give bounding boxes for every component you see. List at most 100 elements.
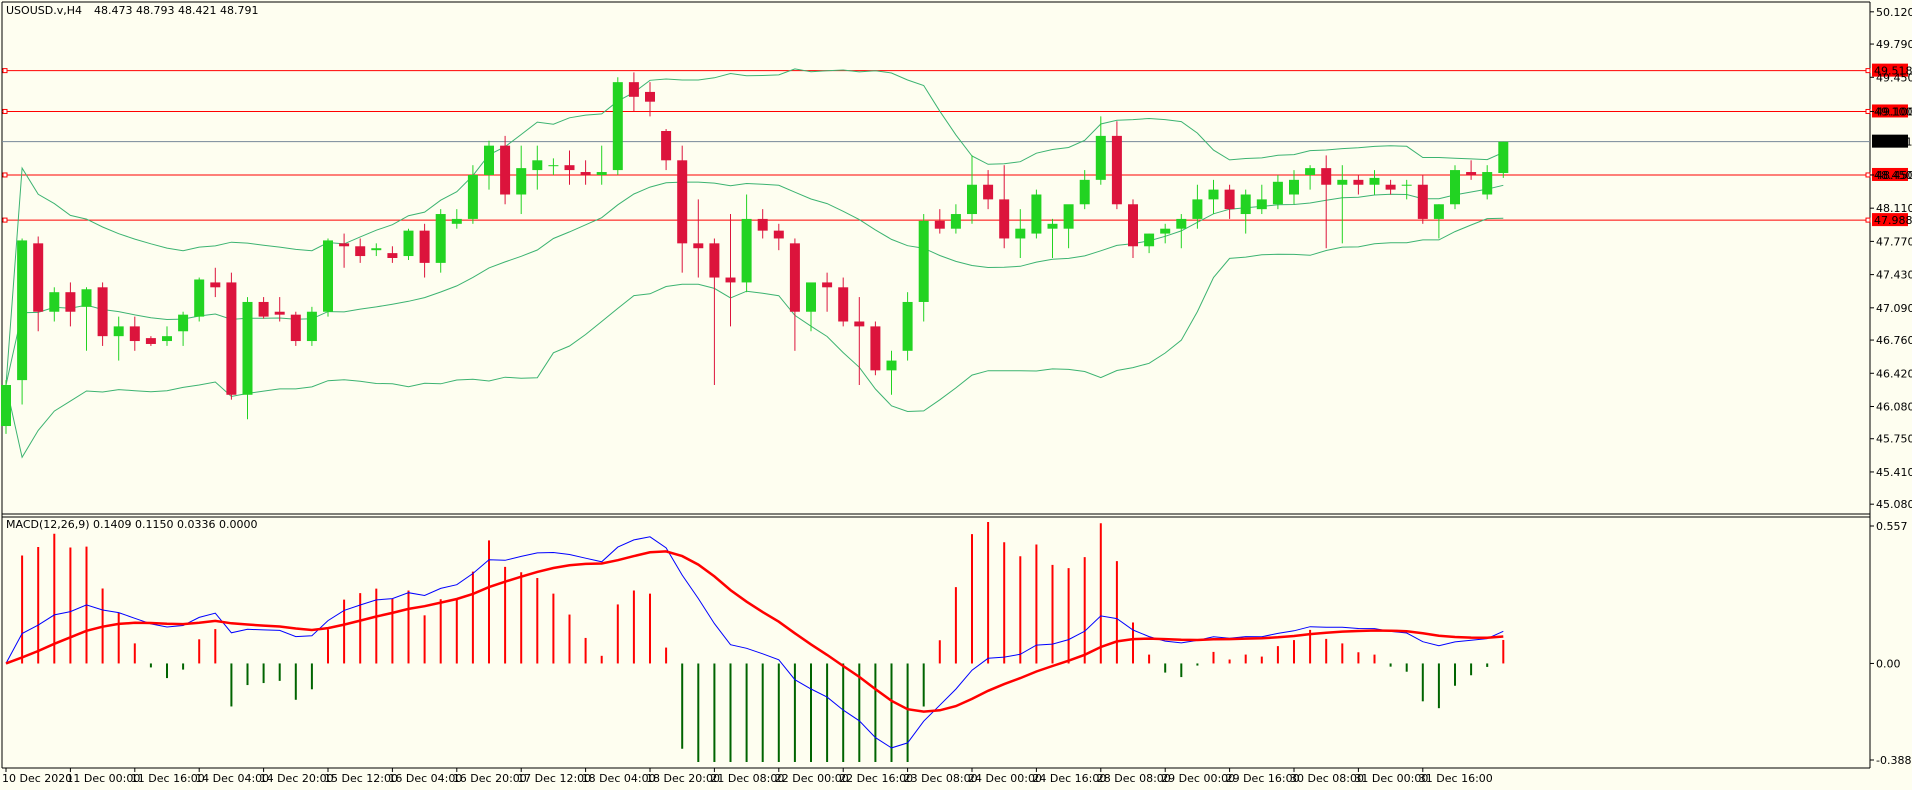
bull-candle	[1015, 209, 1026, 258]
bull-candle	[548, 158, 559, 175]
bear-candle	[677, 145, 688, 273]
bear-candle	[693, 199, 704, 278]
time-tick-label: 14 Dec 20:00	[260, 772, 334, 785]
bear-candle	[290, 311, 301, 346]
time-tick-label: 30 Dec 08:00	[1290, 772, 1364, 785]
candle-body	[194, 279, 205, 317]
bull-candle	[902, 292, 913, 361]
candle-body	[1256, 199, 1267, 210]
candle-body	[773, 230, 784, 239]
candle-body	[1353, 179, 1364, 185]
bear-candle	[387, 246, 398, 263]
bear-candle	[274, 297, 285, 322]
candle-body	[387, 253, 398, 258]
line-anchor-left	[2, 68, 8, 74]
candle-body	[1369, 177, 1380, 185]
price-tick-label: 45.750	[1876, 433, 1912, 446]
candle-body	[97, 287, 108, 337]
candle-body	[612, 82, 623, 171]
price-tick-label: 49.450	[1876, 71, 1912, 84]
candle-body	[1176, 218, 1187, 229]
candle-body	[1385, 184, 1396, 190]
candle-body	[1417, 184, 1428, 219]
bear-candle	[628, 72, 639, 112]
time-tick-label: 31 Dec 00:00	[1354, 772, 1428, 785]
candle-body	[1015, 228, 1026, 239]
bear-candle	[789, 238, 800, 351]
bull-candle	[1337, 165, 1348, 244]
time-tick-label: 29 Dec 16:00	[1226, 772, 1300, 785]
bear-candle	[838, 277, 849, 327]
candle-body	[886, 360, 897, 371]
time-tick-label: 23 Dec 08:00	[904, 772, 978, 785]
bear-candle	[1353, 174, 1364, 195]
candle-body	[757, 218, 768, 231]
candle-body	[1160, 228, 1171, 234]
candle-body	[33, 243, 44, 312]
time-tick-label: 16 Dec 04:00	[388, 772, 462, 785]
bull-candle	[1144, 233, 1155, 254]
bull-candle	[1047, 218, 1058, 258]
candle-body	[178, 314, 189, 332]
candle-body	[999, 199, 1010, 239]
candle-body	[806, 282, 816, 312]
candle-body	[564, 165, 575, 171]
candle-body	[596, 172, 607, 175]
candle-body	[1128, 204, 1138, 247]
bear-candle	[661, 129, 672, 171]
time-tick-label: 10 Dec 2020	[2, 772, 72, 785]
band-lower	[5, 217, 1504, 459]
candle-body	[81, 289, 92, 307]
time-tick-label: 15 Dec 12:00	[324, 772, 398, 785]
candle-body	[516, 168, 527, 195]
candle-body	[661, 131, 672, 161]
time-tick-label: 24 Dec 16:00	[1032, 772, 1106, 785]
horizontal-lines[interactable]: 49.518 49.100 48.450 47.988 48.791	[2, 63, 1912, 227]
bull-candle	[451, 209, 462, 229]
macd-signal-line	[5, 550, 1504, 713]
candle-body	[1401, 184, 1412, 186]
bull-candle	[741, 194, 752, 293]
candle-body	[210, 282, 221, 288]
hline-price-label: 49.518	[1874, 65, 1912, 78]
candle-body	[854, 321, 865, 327]
candle-body	[484, 145, 494, 175]
candle-body	[1433, 204, 1444, 219]
bull-candle	[516, 145, 527, 215]
candle-body	[1, 385, 11, 427]
bull-candle	[1401, 179, 1412, 200]
candle-body	[419, 230, 430, 263]
time-tick-label: 18 Dec 20:00	[646, 772, 720, 785]
candle-body	[339, 243, 350, 247]
bull-candle	[1208, 179, 1219, 215]
bear-candle	[500, 135, 511, 205]
candle-body	[371, 248, 382, 251]
candle-body	[242, 301, 253, 395]
candle-body	[902, 301, 913, 351]
line-anchor-right	[1865, 68, 1871, 74]
time-tick-label: 17 Dec 12:00	[517, 772, 591, 785]
price-tick-label: 50.120	[1876, 6, 1912, 19]
bear-candle	[773, 223, 784, 251]
line-anchor-right	[1865, 108, 1871, 114]
bull-candle	[886, 350, 897, 395]
candle-body	[532, 160, 543, 171]
price-tick-label: 46.080	[1876, 400, 1912, 413]
bear-candle	[419, 223, 430, 278]
bear-candle	[226, 272, 237, 400]
bull-candle	[1079, 170, 1090, 210]
time-tick-label: 22 Dec 00:00	[775, 772, 849, 785]
bear-candle	[1417, 174, 1428, 224]
time-tick-label: 18 Dec 04:00	[582, 772, 656, 785]
time-tick-label: 29 Dec 00:00	[1161, 772, 1235, 785]
bull-candle	[17, 238, 28, 405]
candle-body	[628, 82, 639, 97]
hline-price-badge	[1872, 167, 1908, 181]
bear-candle	[1321, 155, 1332, 249]
candle-body	[950, 214, 961, 229]
candle-body	[967, 184, 977, 215]
bull-candle	[612, 77, 623, 175]
